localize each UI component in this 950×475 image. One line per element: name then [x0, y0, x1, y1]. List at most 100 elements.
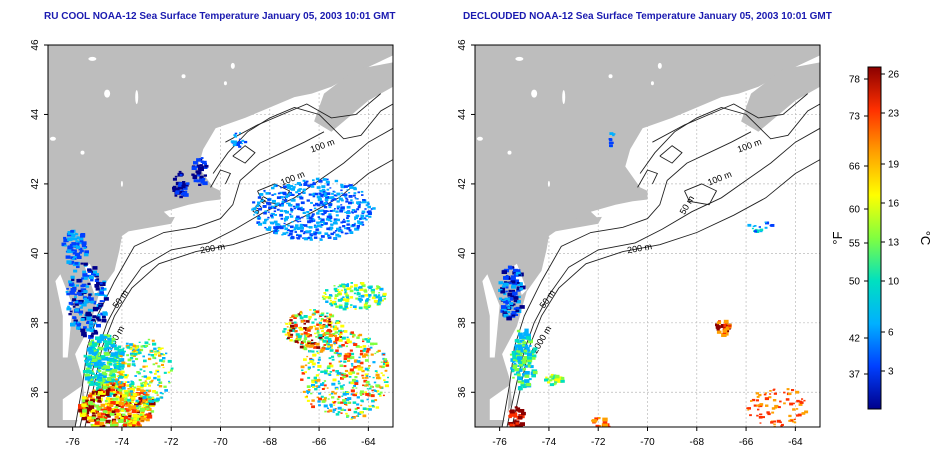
- sst-pixel: [146, 415, 150, 418]
- sst-pixel: [333, 404, 336, 406]
- sst-pixel: [100, 282, 106, 286]
- sst-pixel: [92, 412, 95, 415]
- sst-pixel: [515, 269, 521, 273]
- sst-pixel: [328, 357, 332, 360]
- sst-pixel: [116, 362, 121, 366]
- sst-pixel: [118, 401, 124, 406]
- sst-pixel: [759, 403, 764, 406]
- sst-pixel: [108, 362, 113, 366]
- sst-pixel: [90, 309, 94, 312]
- sst-pixel: [324, 315, 327, 318]
- sst-pixel: [328, 330, 332, 333]
- sst-pixel: [312, 181, 315, 184]
- sst-pixel: [355, 392, 358, 395]
- sst-pixel: [97, 318, 100, 321]
- sst-pixel: [122, 401, 127, 404]
- sst-pixel: [773, 425, 776, 427]
- sst-pixel: [327, 339, 333, 343]
- sst-pixel: [307, 329, 311, 332]
- sst-pixel: [154, 350, 157, 353]
- sst-pixel: [797, 413, 802, 417]
- sst-pixel: [362, 340, 365, 343]
- sst-pixel: [146, 405, 151, 408]
- sst-pixel: [602, 423, 608, 427]
- sst-pixel: [143, 381, 148, 385]
- sst-pixel: [330, 405, 333, 408]
- sst-pixel: [87, 381, 91, 384]
- sst-pixel: [311, 405, 315, 409]
- sst-pixel: [110, 423, 115, 427]
- sst-pixel: [531, 356, 536, 360]
- sst-pixel: [94, 421, 100, 425]
- sst-pixel: [359, 361, 364, 365]
- sst-pixel: [83, 262, 88, 266]
- sst-pixel: [78, 301, 82, 304]
- sst-pixel: [375, 287, 378, 290]
- sst-pixel: [170, 367, 174, 370]
- sst-pixel: [747, 407, 751, 410]
- sst-pixel: [360, 349, 364, 353]
- sst-pixel: [528, 345, 532, 347]
- sst-pixel: [716, 321, 722, 325]
- sst-pixel: [342, 307, 347, 311]
- sst-pixel: [721, 333, 727, 337]
- sst-pixel: [120, 417, 124, 421]
- sst-pixel: [99, 363, 104, 367]
- sst-pixel: [328, 206, 332, 209]
- sst-pixel: [340, 401, 344, 404]
- sst-pixel: [322, 178, 327, 181]
- sst-pixel: [334, 297, 337, 300]
- sst-pixel: [86, 369, 92, 374]
- sst-pixel: [175, 190, 180, 193]
- sst-pixel: [258, 222, 263, 226]
- sst-pixel: [344, 288, 348, 291]
- sst-pixel: [517, 287, 520, 290]
- sst-pixel: [76, 279, 82, 283]
- sst-pixel: [360, 399, 364, 402]
- sst-pixel: [531, 354, 537, 358]
- sst-pixel: [91, 392, 95, 395]
- sst-pixel: [324, 293, 327, 295]
- sst-pixel: [274, 214, 277, 216]
- y-tick-label: 42: [30, 178, 41, 190]
- sst-pixel: [340, 189, 343, 192]
- sst-pixel: [346, 198, 349, 201]
- sst-pixel: [335, 327, 339, 330]
- sst-pixel: [87, 268, 92, 272]
- sst-pixel: [103, 429, 109, 433]
- sst-pixel: [95, 398, 98, 401]
- sst-pixel: [521, 411, 526, 416]
- sst-pixel: [379, 391, 383, 394]
- sst-pixel: [315, 342, 320, 346]
- sst-pixel: [321, 324, 326, 328]
- sst-pixel: [326, 192, 331, 195]
- sst-pixel: [136, 405, 139, 407]
- sst-pixel: [328, 321, 333, 324]
- sst-pixel: [90, 410, 96, 414]
- sst-pixel: [357, 220, 361, 223]
- sst-pixel: [344, 292, 348, 295]
- sst-pixel: [157, 378, 161, 381]
- sst-pixel: [130, 418, 135, 422]
- sst-pixel: [528, 378, 532, 381]
- sst-pixel: [297, 207, 302, 210]
- sst-pixel: [329, 210, 333, 212]
- sst-pixel: [297, 338, 302, 341]
- sst-pixel: [527, 356, 531, 360]
- sst-pixel: [371, 291, 375, 294]
- sst-pixel: [514, 344, 520, 349]
- sst-pixel: [365, 393, 370, 396]
- sst-pixel: [507, 300, 511, 304]
- sst-pixel: [144, 401, 148, 403]
- sst-pixel: [310, 339, 314, 342]
- sst-pixel: [333, 342, 336, 345]
- sst-pixel: [110, 342, 115, 346]
- sst-pixel: [756, 395, 760, 398]
- sst-pixel: [103, 406, 108, 410]
- sst-pixel: [105, 384, 110, 387]
- sst-pixel: [323, 380, 327, 382]
- sst-pixel: [351, 416, 354, 419]
- sst-pixel: [91, 329, 96, 332]
- sst-pixel: [358, 203, 361, 206]
- sst-pixel: [264, 218, 267, 221]
